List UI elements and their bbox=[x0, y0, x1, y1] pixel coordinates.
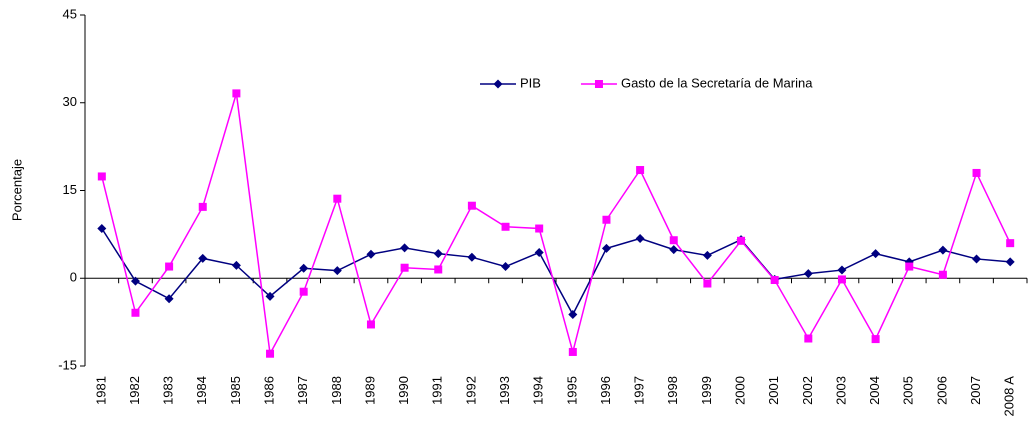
data-point bbox=[266, 349, 275, 358]
x-tick-label: 1995 bbox=[564, 376, 579, 405]
data-point bbox=[871, 335, 880, 344]
data-point bbox=[299, 263, 309, 273]
data-point bbox=[702, 250, 712, 260]
data-point bbox=[535, 224, 544, 233]
x-tick-label: 1988 bbox=[329, 376, 344, 405]
legend-marker bbox=[594, 80, 603, 88]
x-tick-label: 2004 bbox=[867, 376, 882, 405]
x-tick-label: 1981 bbox=[93, 376, 108, 405]
data-point bbox=[232, 89, 241, 98]
x-tick-label: 2003 bbox=[833, 376, 848, 405]
data-point bbox=[770, 276, 779, 285]
x-tick-label: 1987 bbox=[295, 376, 310, 405]
legend-label: PIB bbox=[520, 75, 541, 90]
data-point bbox=[1005, 257, 1015, 267]
data-point bbox=[568, 310, 578, 320]
legend-label: Gasto de la Secretaría de Marina bbox=[621, 75, 813, 90]
data-point bbox=[905, 262, 914, 271]
x-tick-label: 1982 bbox=[127, 376, 142, 405]
x-tick-label: 1996 bbox=[598, 376, 613, 405]
data-point bbox=[837, 265, 847, 275]
y-tick-label: 15 bbox=[63, 182, 77, 197]
x-tick-label: 1992 bbox=[463, 376, 478, 405]
x-tick-label: 1990 bbox=[396, 376, 411, 405]
x-tick-label: 1994 bbox=[531, 376, 546, 405]
data-point bbox=[871, 249, 881, 259]
data-point bbox=[130, 276, 140, 286]
x-tick-label: 1983 bbox=[161, 376, 176, 405]
data-point bbox=[636, 166, 645, 175]
y-tick-label: 0 bbox=[70, 270, 77, 285]
y-axis-label: Porcentaje bbox=[9, 159, 24, 221]
data-point bbox=[972, 168, 981, 177]
data-point bbox=[803, 269, 813, 279]
data-point bbox=[434, 265, 443, 274]
data-point bbox=[165, 262, 174, 271]
data-point bbox=[669, 245, 679, 255]
data-point bbox=[265, 291, 275, 301]
data-point bbox=[366, 320, 375, 329]
data-point bbox=[635, 233, 645, 243]
data-point bbox=[501, 262, 511, 272]
x-tick-label: 1984 bbox=[194, 376, 209, 405]
y-tick-label: -15 bbox=[58, 357, 77, 372]
x-tick-label: 2000 bbox=[732, 376, 747, 405]
data-point bbox=[299, 287, 308, 296]
data-point bbox=[737, 236, 746, 245]
x-tick-label: 2007 bbox=[968, 376, 983, 405]
series-line bbox=[101, 93, 1011, 357]
data-point bbox=[366, 249, 376, 259]
x-tick-label: 2008 A bbox=[1002, 376, 1017, 417]
data-point bbox=[467, 252, 477, 262]
data-point bbox=[703, 279, 712, 288]
data-point bbox=[602, 215, 611, 224]
x-tick-label: 1997 bbox=[632, 376, 647, 405]
data-point bbox=[837, 275, 846, 284]
x-tick-label: 2002 bbox=[800, 376, 815, 405]
data-point bbox=[972, 254, 982, 264]
data-point bbox=[131, 308, 140, 317]
data-point bbox=[467, 201, 476, 210]
x-tick-label: 2005 bbox=[901, 376, 916, 405]
data-point bbox=[97, 172, 106, 181]
data-point bbox=[97, 224, 107, 234]
data-point bbox=[332, 266, 342, 276]
data-point bbox=[501, 222, 510, 231]
x-tick-label: 1993 bbox=[497, 376, 512, 405]
data-point bbox=[568, 347, 577, 356]
data-point bbox=[804, 334, 813, 343]
x-tick-label: 1999 bbox=[699, 376, 714, 405]
data-point bbox=[669, 236, 678, 245]
data-point bbox=[400, 243, 410, 253]
data-point bbox=[198, 253, 208, 263]
data-point bbox=[433, 249, 443, 259]
data-point bbox=[1006, 239, 1015, 248]
data-point bbox=[400, 263, 409, 272]
data-point bbox=[231, 260, 241, 270]
x-tick-label: 1998 bbox=[665, 376, 680, 405]
x-tick-label: 1985 bbox=[228, 376, 243, 405]
data-point bbox=[333, 194, 342, 203]
x-tick-label: 1989 bbox=[362, 376, 377, 405]
y-tick-label: 30 bbox=[63, 94, 77, 109]
x-tick-label: 1986 bbox=[261, 376, 276, 405]
data-point bbox=[938, 245, 948, 255]
y-tick-label: 45 bbox=[63, 6, 77, 21]
x-tick-label: 1991 bbox=[430, 376, 445, 405]
x-tick-label: 2006 bbox=[934, 376, 949, 405]
data-point bbox=[534, 248, 544, 258]
data-point bbox=[938, 270, 947, 279]
data-point bbox=[198, 202, 207, 211]
data-point bbox=[164, 294, 174, 304]
x-tick-label: 2001 bbox=[766, 376, 781, 405]
legend-marker bbox=[493, 79, 503, 89]
series-line bbox=[101, 228, 1011, 317]
data-point bbox=[601, 243, 611, 253]
